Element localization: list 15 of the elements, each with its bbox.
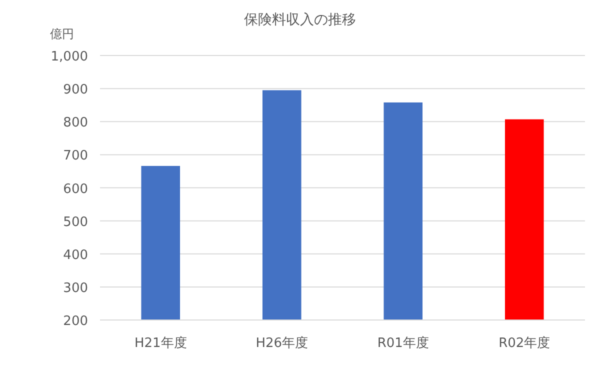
y-tick-label: 800	[63, 116, 88, 131]
x-tick-label: H21年度	[134, 335, 187, 351]
y-tick-label: 900	[63, 82, 88, 98]
y-tick-label: 300	[63, 280, 88, 296]
x-tick-label: H26年度	[256, 335, 308, 351]
chart-title: 保険料収入の推移	[244, 12, 356, 28]
x-tick-label: R02年度	[498, 335, 550, 351]
y-tick-label: 200	[63, 314, 88, 329]
y-tick-label: 600	[63, 182, 88, 197]
y-tick-label: 1,000	[50, 50, 88, 64]
y-tick-label: 400	[63, 248, 88, 263]
x-tick-label: R01年度	[377, 335, 429, 351]
y-axis-title: 億円	[50, 27, 74, 41]
y-tick-label: 500	[63, 214, 88, 230]
y-tick-label: 700	[63, 148, 88, 164]
